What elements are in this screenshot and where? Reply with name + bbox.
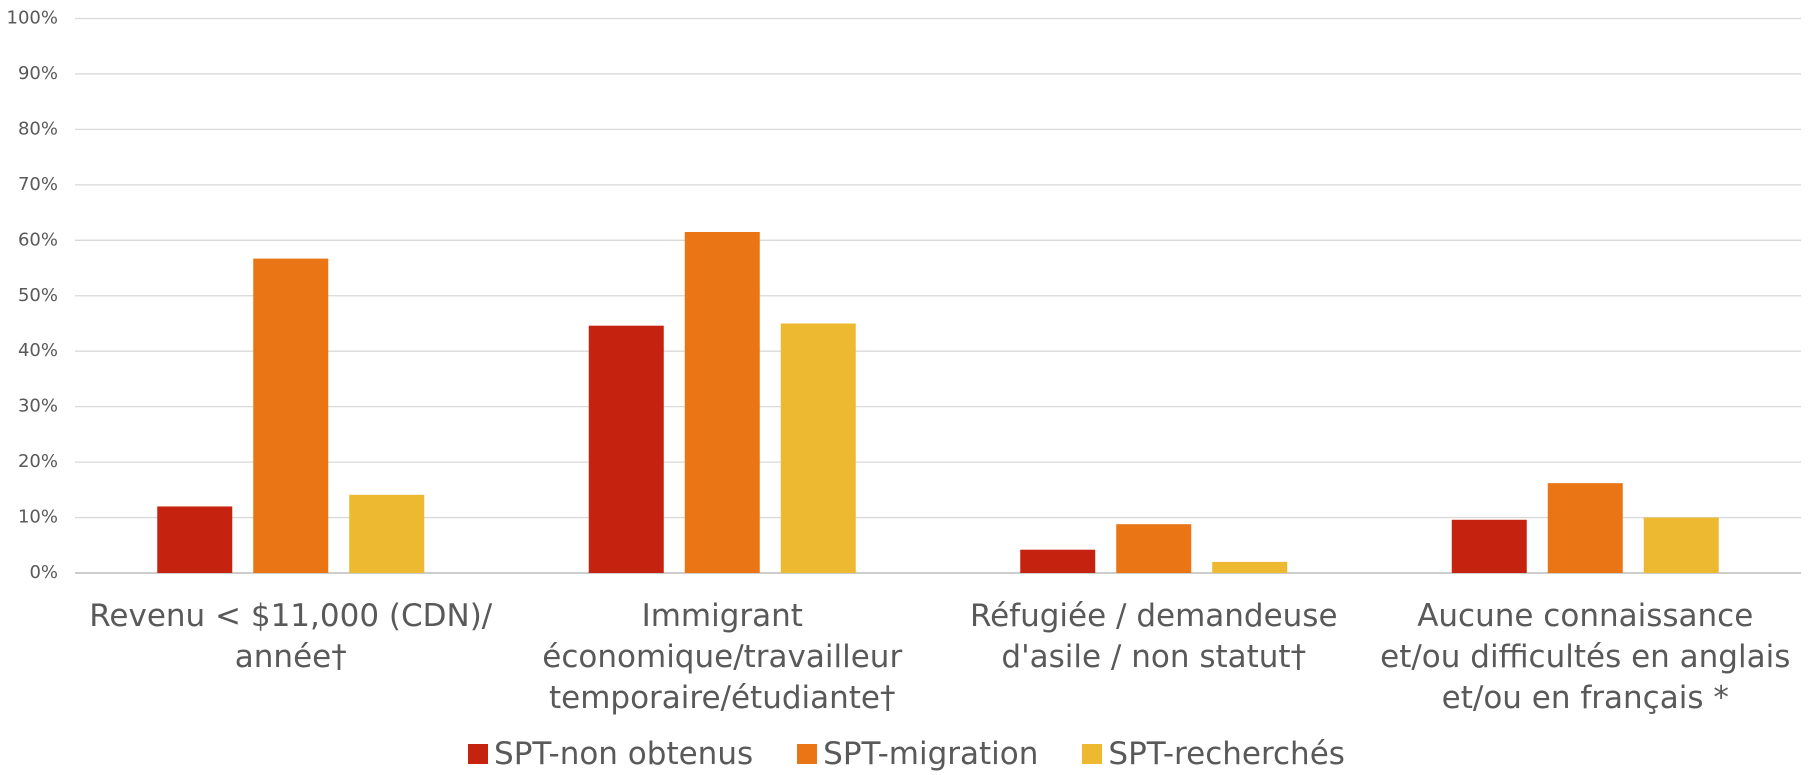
- y-tick-label: 10%: [18, 507, 58, 528]
- legend-swatch: [1082, 744, 1103, 764]
- bar: [253, 258, 329, 573]
- bar: [1116, 524, 1192, 573]
- bar: [588, 325, 664, 573]
- bar: [780, 323, 856, 573]
- y-tick-label: 0%: [29, 562, 58, 583]
- legend-swatch: [468, 744, 489, 764]
- legend-label: SPT-migration: [823, 736, 1039, 772]
- legend-label: SPT-non obtenus: [494, 736, 754, 772]
- x-tick-label: Revenu < $11,000 (CDN)/ année†: [89, 598, 493, 675]
- x-tick-label: Immigrant économique/travailleur tempora…: [542, 598, 903, 716]
- bar: [1020, 549, 1096, 573]
- bar: [1547, 483, 1623, 573]
- y-tick-label: 60%: [18, 229, 58, 250]
- x-tick-label: Aucune connaissance et/ou difficultés en…: [1380, 598, 1791, 716]
- bar: [1212, 561, 1288, 573]
- y-tick-label: 100%: [7, 8, 58, 29]
- legend-item: SPT-non obtenus: [468, 736, 753, 772]
- bar: [349, 494, 425, 573]
- y-tick-label: 20%: [18, 451, 58, 472]
- y-tick-label: 30%: [18, 396, 58, 417]
- y-tick-label: 90%: [18, 63, 58, 84]
- bar: [1643, 517, 1719, 573]
- y-tick-label: 50%: [18, 285, 58, 306]
- legend-swatch: [797, 744, 818, 764]
- legend: SPT-non obtenus SPT-migration SPT-recherch…: [0, 736, 1813, 772]
- legend-item: SPT-migration: [797, 736, 1038, 772]
- y-tick-label: 40%: [18, 340, 58, 361]
- bar: [157, 506, 233, 573]
- y-tick-label: 80%: [18, 118, 58, 139]
- legend-label: SPT-recherchés: [1108, 736, 1345, 772]
- x-tick-label: Réfugiée / demandeuse d'asile / non stat…: [969, 598, 1338, 675]
- bar: [684, 231, 760, 574]
- bar: [1451, 519, 1527, 573]
- y-tick-label: 70%: [18, 174, 58, 195]
- legend-item: SPT-recherchés: [1082, 736, 1345, 772]
